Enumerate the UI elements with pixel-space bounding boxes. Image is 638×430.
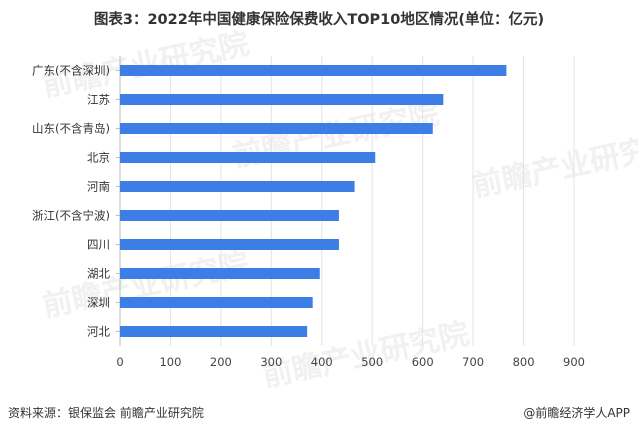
category-label: 深圳 xyxy=(87,296,110,310)
bar xyxy=(120,181,355,192)
bar xyxy=(120,210,339,221)
bar xyxy=(120,123,433,134)
bar xyxy=(120,326,308,337)
category-label: 河北 xyxy=(87,325,110,339)
x-tick-label: 100 xyxy=(159,355,181,369)
brand-note: @前瞻经济学人APP xyxy=(523,406,630,420)
category-label: 浙江(不含宁波) xyxy=(32,209,110,223)
x-tick-label: 700 xyxy=(462,355,484,369)
category-label: 北京 xyxy=(87,151,110,165)
x-tick-label: 0 xyxy=(116,355,123,369)
bar-layer xyxy=(120,65,507,337)
bar xyxy=(120,152,376,163)
category-label: 广东(不含深圳) xyxy=(32,64,110,78)
chart-title: 图表3：2022年中国健康保险保费收入TOP10地区情况(单位：亿元) xyxy=(93,12,545,28)
bar xyxy=(120,94,444,105)
label-layer: 0 100 200 300 400 500 600 700 800 900 广东(不含深圳) 江苏山东… xyxy=(32,64,585,370)
x-tick-label: 800 xyxy=(513,355,535,369)
category-label: 湖北 xyxy=(87,267,110,281)
x-tick-label: 900 xyxy=(563,355,585,369)
category-label: 河南 xyxy=(87,180,110,194)
source-note: 资料来源：银保监会 前瞻产业研究院 xyxy=(8,406,204,420)
x-tick-label: 200 xyxy=(210,355,232,369)
bar xyxy=(120,268,320,279)
bar xyxy=(120,65,507,76)
category-label: 山东(不含青岛) xyxy=(32,122,110,136)
x-tick-label: 400 xyxy=(311,355,333,369)
x-tick-label: 500 xyxy=(361,355,383,369)
x-tick-label: 300 xyxy=(260,355,282,369)
bar xyxy=(120,239,339,250)
category-label: 四川 xyxy=(87,238,110,252)
bar xyxy=(120,297,313,308)
x-tick-label: 600 xyxy=(412,355,434,369)
category-label: 江苏 xyxy=(87,93,110,107)
